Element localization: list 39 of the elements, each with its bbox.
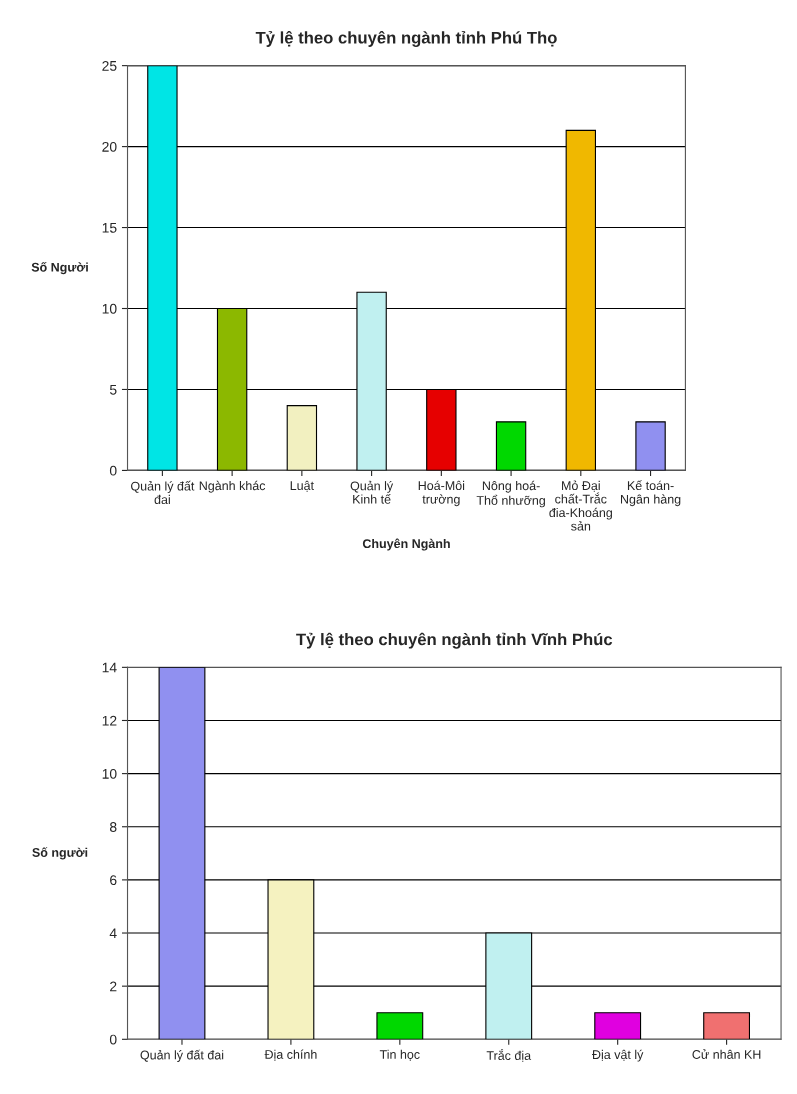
y-tick-label: 4 <box>109 928 117 939</box>
x-tick-label: Kế toán- Ngân hàng <box>621 480 681 507</box>
y-tick-label: 15 <box>102 223 117 233</box>
x-tick-label: Ngành khác <box>199 480 266 493</box>
bar <box>286 405 318 471</box>
y-tick-label: 20 <box>102 141 117 152</box>
x-tick-label: Tin học <box>379 1049 420 1061</box>
bar <box>594 1012 642 1040</box>
y-tick-label: 25 <box>102 60 117 71</box>
y-tick-label: 2 <box>110 981 117 992</box>
x-tick-label: Trắc địa <box>486 1049 532 1062</box>
chart-title: Tỷ lệ theo chuyên ngành tỉnh Vĩnh Phúc <box>296 632 613 649</box>
bar <box>495 421 527 471</box>
y-tick-label: 8 <box>109 822 117 832</box>
chart-title: Tỷ lệ theo chuyên ngành tỉnh Phú Thọ <box>255 30 557 47</box>
x-tick-label: Hoá-Môi trường <box>418 480 465 507</box>
y-axis-title: Số người <box>32 847 88 860</box>
x-tick-label: Quản lý đất đai <box>140 1049 224 1062</box>
x-axis-title: Chuyên Ngành <box>362 538 450 551</box>
y-tick-label: 10 <box>102 768 117 779</box>
x-tick-label: Luật <box>290 480 314 492</box>
x-tick-label: Quản lý Kinh tế <box>350 480 394 504</box>
x-tick-label: Địa vật lý <box>592 1049 644 1062</box>
y-tick-label: 0 <box>109 465 117 476</box>
bar <box>635 421 666 471</box>
bar <box>376 1012 424 1040</box>
y-axis-title: Số Người <box>31 261 88 275</box>
y-tick-label: 12 <box>102 715 117 726</box>
x-tick-label: Quản lý đất đai <box>131 480 195 505</box>
y-tick-label: 0 <box>109 1034 117 1045</box>
bar <box>703 1012 751 1040</box>
y-tick-label: 5 <box>109 384 117 395</box>
y-tick-label: 6 <box>110 875 117 886</box>
x-tick-label: Cử nhân KH <box>692 1049 761 1059</box>
x-tick-label: Mỏ Đại chất-Trắc đia-Khoáng sản <box>549 480 612 531</box>
x-tick-label: Địa chính <box>264 1049 317 1061</box>
x-tick-label: Nông hoá- Thổ nhưỡng <box>476 480 545 508</box>
y-tick-label: 14 <box>102 662 117 673</box>
y-tick-label: 10 <box>102 303 117 314</box>
